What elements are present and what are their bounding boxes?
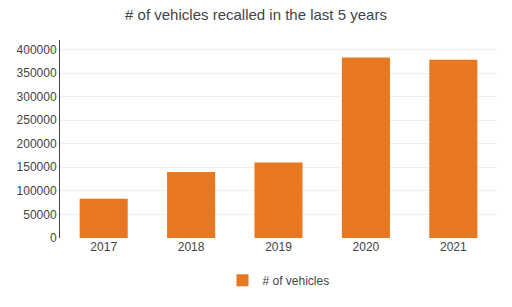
svg-text:200000: 200000 bbox=[17, 137, 57, 151]
svg-text:0: 0 bbox=[50, 231, 57, 245]
svg-text:250000: 250000 bbox=[17, 113, 57, 127]
svg-text:350000: 350000 bbox=[17, 66, 57, 80]
svg-text:2019: 2019 bbox=[265, 240, 292, 254]
svg-text:100000: 100000 bbox=[17, 184, 57, 198]
svg-text:150000: 150000 bbox=[17, 160, 57, 174]
svg-text:400000: 400000 bbox=[17, 43, 57, 57]
svg-text:# of vehicles: # of vehicles bbox=[263, 274, 330, 288]
svg-text:2018: 2018 bbox=[178, 240, 205, 254]
svg-text:2020: 2020 bbox=[353, 240, 380, 254]
svg-text:2017: 2017 bbox=[90, 240, 117, 254]
svg-text:2021: 2021 bbox=[440, 240, 467, 254]
svg-text:50000: 50000 bbox=[23, 208, 57, 222]
svg-text:# of vehicles recalled in the: # of vehicles recalled in the last 5 yea… bbox=[125, 6, 387, 23]
svg-text:300000: 300000 bbox=[17, 90, 57, 104]
